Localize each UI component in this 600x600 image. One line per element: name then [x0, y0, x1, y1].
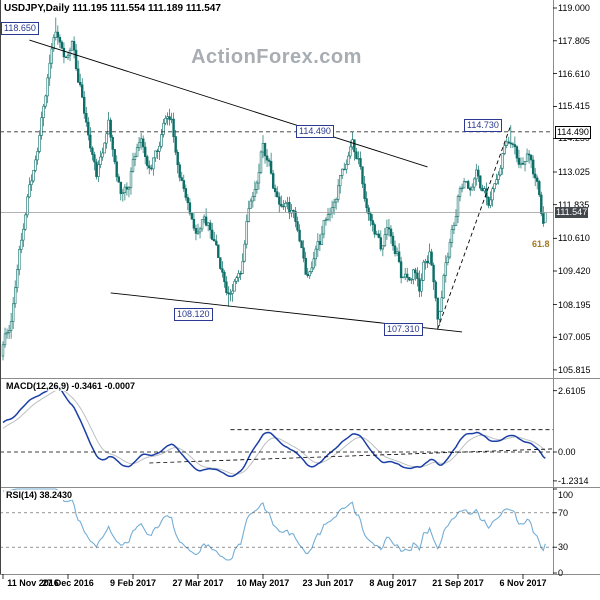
price-label-114730[interactable]: 114.730	[464, 119, 502, 132]
macd-line	[2, 385, 546, 478]
macd-axis-label: -1.2314	[558, 476, 589, 486]
x-axis-label: 10 May 2017	[236, 578, 290, 588]
price-axis-label: 105.815	[558, 365, 591, 375]
x-axis-label: 9 Feb 2017	[109, 578, 157, 588]
price-label-107310[interactable]: 107.310	[384, 323, 423, 336]
x-axis-label: 23 Jun 2017	[302, 578, 354, 588]
price-axis-label: 111.835	[558, 200, 590, 210]
rsi-line	[2, 488, 546, 561]
macd-axis-label: 2.6105	[558, 386, 586, 396]
fib-level-label: 61.8	[532, 239, 550, 249]
x-axis-label: 27 Mar 2017	[172, 578, 224, 588]
price-axis-label: 113.025	[558, 167, 590, 177]
price-label-108120[interactable]: 108.120	[174, 308, 213, 321]
price-axis-label: 115.415	[558, 101, 590, 111]
watermark: ActionForex.com	[191, 46, 362, 68]
axis-current-price-tag: 111.547	[555, 207, 589, 218]
price-axis-label: 109.420	[558, 266, 591, 276]
rsi-axis-label: 70	[558, 508, 569, 518]
axis-resistance-tag: 114.490	[555, 126, 591, 139]
x-axis-label: 27 Dec 2016	[42, 578, 94, 588]
x-axis-label: 8 Aug 2017	[369, 578, 417, 588]
price-axis-label: 119.000	[558, 3, 590, 13]
candlestick-series	[1, 17, 547, 361]
price-axis-label: 117.805	[558, 36, 590, 46]
x-axis-label: 11 Nov 2016	[7, 578, 59, 588]
rsi-indicator-title: RSI(14) 38.2430	[4, 490, 75, 500]
price-axis-label: 116.610	[558, 69, 590, 79]
price-axis-label: 107.005	[558, 332, 591, 342]
macd-signal-line	[2, 389, 546, 475]
chart-title: USDJPY,Daily 111.195 111.554 111.189 111…	[4, 3, 221, 14]
price-label-114490[interactable]: 114.490	[296, 125, 334, 138]
rsi-axis-label: 100	[558, 490, 574, 500]
rsi-axis-label: 30	[558, 542, 569, 552]
price-axis-label: 110.610	[558, 233, 590, 243]
price-label-118650[interactable]: 118.650	[1, 22, 39, 35]
price-axis-label: 108.195	[558, 300, 591, 310]
x-axis-label: 21 Sep 2017	[432, 578, 484, 588]
macd-axis-label: 0.00	[558, 447, 576, 457]
rsi-axis-label: 0	[558, 568, 564, 578]
x-axis-label: 6 Nov 2017	[499, 578, 547, 588]
macd-indicator-title: MACD(12,26,9) -0.3461 -0.0007	[4, 381, 138, 391]
